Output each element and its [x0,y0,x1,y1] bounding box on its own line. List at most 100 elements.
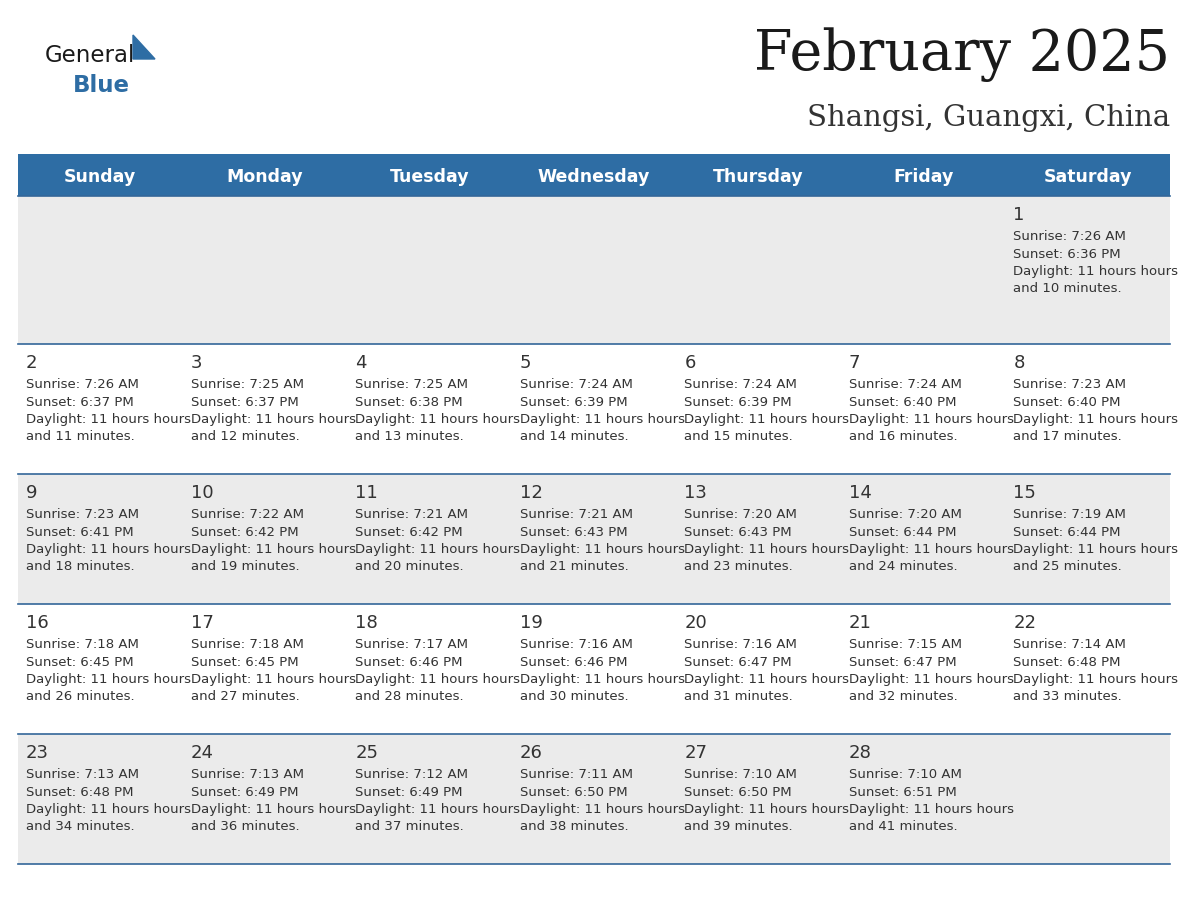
Text: Sunrise: 7:21 AM: Sunrise: 7:21 AM [519,508,633,521]
Text: 16: 16 [26,614,49,632]
Text: Sunset: 6:47 PM: Sunset: 6:47 PM [849,655,956,668]
Text: Sunrise: 7:16 AM: Sunrise: 7:16 AM [684,638,797,651]
Text: Daylight: 11 hours hours: Daylight: 11 hours hours [26,413,191,426]
Text: Sunrise: 7:23 AM: Sunrise: 7:23 AM [1013,378,1126,391]
Text: and 34 minutes.: and 34 minutes. [26,821,134,834]
Text: Sunset: 6:42 PM: Sunset: 6:42 PM [190,525,298,539]
Text: Daylight: 11 hours hours: Daylight: 11 hours hours [190,803,355,816]
Text: Sunset: 6:49 PM: Sunset: 6:49 PM [190,786,298,799]
Text: and 20 minutes.: and 20 minutes. [355,561,463,574]
Text: Sunset: 6:41 PM: Sunset: 6:41 PM [26,525,133,539]
Text: Sunset: 6:39 PM: Sunset: 6:39 PM [519,396,627,409]
Text: and 13 minutes.: and 13 minutes. [355,431,463,443]
Text: Daylight: 11 hours hours: Daylight: 11 hours hours [684,543,849,556]
Text: 4: 4 [355,354,367,372]
Text: Sunrise: 7:25 AM: Sunrise: 7:25 AM [190,378,304,391]
Text: Sunset: 6:43 PM: Sunset: 6:43 PM [519,525,627,539]
Text: Sunrise: 7:13 AM: Sunrise: 7:13 AM [190,768,304,781]
Text: Sunrise: 7:20 AM: Sunrise: 7:20 AM [684,508,797,521]
Text: Daylight: 11 hours hours: Daylight: 11 hours hours [26,803,191,816]
Text: Friday: Friday [893,168,953,186]
Text: Daylight: 11 hours hours: Daylight: 11 hours hours [26,543,191,556]
Text: Daylight: 11 hours hours: Daylight: 11 hours hours [355,413,520,426]
Bar [18,154,1170,158]
Text: Sunset: 6:48 PM: Sunset: 6:48 PM [1013,655,1121,668]
Text: Sunset: 6:43 PM: Sunset: 6:43 PM [684,525,792,539]
Text: Sunset: 6:48 PM: Sunset: 6:48 PM [26,786,133,799]
Text: 28: 28 [849,744,872,762]
Text: Daylight: 11 hours hours: Daylight: 11 hours hours [684,673,849,686]
Text: Sunset: 6:50 PM: Sunset: 6:50 PM [519,786,627,799]
Text: Sunset: 6:51 PM: Sunset: 6:51 PM [849,786,956,799]
Text: Daylight: 11 hours hours: Daylight: 11 hours hours [849,673,1013,686]
Text: Sunrise: 7:19 AM: Sunrise: 7:19 AM [1013,508,1126,521]
Text: and 15 minutes.: and 15 minutes. [684,431,794,443]
Text: Sunset: 6:42 PM: Sunset: 6:42 PM [355,525,463,539]
Text: Daylight: 11 hours hours: Daylight: 11 hours hours [190,673,355,686]
Text: and 30 minutes.: and 30 minutes. [519,690,628,703]
Text: Daylight: 11 hours hours: Daylight: 11 hours hours [190,543,355,556]
Text: and 11 minutes.: and 11 minutes. [26,431,134,443]
Text: Daylight: 11 hours hours: Daylight: 11 hours hours [26,673,191,686]
Text: and 37 minutes.: and 37 minutes. [355,821,463,834]
Text: Sunrise: 7:24 AM: Sunrise: 7:24 AM [519,378,632,391]
Text: and 32 minutes.: and 32 minutes. [849,690,958,703]
Text: Sunset: 6:44 PM: Sunset: 6:44 PM [849,525,956,539]
Text: and 23 minutes.: and 23 minutes. [684,561,794,574]
Text: Shangsi, Guangxi, China: Shangsi, Guangxi, China [807,104,1170,132]
Text: 2: 2 [26,354,38,372]
Text: Sunrise: 7:24 AM: Sunrise: 7:24 AM [849,378,962,391]
Text: February 2025: February 2025 [754,28,1170,83]
Text: and 25 minutes.: and 25 minutes. [1013,561,1123,574]
Text: Sunset: 6:38 PM: Sunset: 6:38 PM [355,396,463,409]
Text: 15: 15 [1013,484,1036,502]
Text: Sunrise: 7:20 AM: Sunrise: 7:20 AM [849,508,962,521]
Text: 17: 17 [190,614,214,632]
Text: Blue: Blue [72,73,129,96]
Text: and 19 minutes.: and 19 minutes. [190,561,299,574]
Text: Sunrise: 7:18 AM: Sunrise: 7:18 AM [190,638,303,651]
Text: Wednesday: Wednesday [538,168,650,186]
Text: 6: 6 [684,354,696,372]
Text: 13: 13 [684,484,707,502]
Text: 10: 10 [190,484,213,502]
Text: Daylight: 11 hours hours: Daylight: 11 hours hours [355,543,520,556]
Text: Monday: Monday [227,168,303,186]
Text: Sunrise: 7:23 AM: Sunrise: 7:23 AM [26,508,139,521]
Text: Daylight: 11 hours hours: Daylight: 11 hours hours [849,803,1013,816]
Text: Sunrise: 7:26 AM: Sunrise: 7:26 AM [26,378,139,391]
Text: Sunrise: 7:10 AM: Sunrise: 7:10 AM [849,768,962,781]
Text: Sunrise: 7:11 AM: Sunrise: 7:11 AM [519,768,633,781]
Text: Daylight: 11 hours hours: Daylight: 11 hours hours [190,413,355,426]
Text: Daylight: 11 hours hours: Daylight: 11 hours hours [1013,265,1178,278]
Text: Sunrise: 7:17 AM: Sunrise: 7:17 AM [355,638,468,651]
Text: Sunset: 6:46 PM: Sunset: 6:46 PM [519,655,627,668]
Text: and 27 minutes.: and 27 minutes. [190,690,299,703]
Bar [18,734,1170,864]
Text: Sunset: 6:44 PM: Sunset: 6:44 PM [1013,525,1121,539]
Text: Sunrise: 7:16 AM: Sunrise: 7:16 AM [519,638,632,651]
Text: and 21 minutes.: and 21 minutes. [519,561,628,574]
Text: 1: 1 [1013,206,1025,224]
Text: Daylight: 11 hours hours: Daylight: 11 hours hours [1013,673,1178,686]
Text: Sunrise: 7:26 AM: Sunrise: 7:26 AM [1013,230,1126,243]
Polygon shape [133,35,154,59]
Bar [18,158,1170,196]
Text: 18: 18 [355,614,378,632]
Text: 8: 8 [1013,354,1025,372]
Text: and 18 minutes.: and 18 minutes. [26,561,134,574]
Text: 11: 11 [355,484,378,502]
Text: 25: 25 [355,744,378,762]
Text: Tuesday: Tuesday [390,168,469,186]
Text: Sunset: 6:40 PM: Sunset: 6:40 PM [1013,396,1121,409]
Text: Sunrise: 7:12 AM: Sunrise: 7:12 AM [355,768,468,781]
Text: Sunset: 6:45 PM: Sunset: 6:45 PM [26,655,133,668]
Text: 26: 26 [519,744,543,762]
Text: and 24 minutes.: and 24 minutes. [849,561,958,574]
Text: Sunrise: 7:13 AM: Sunrise: 7:13 AM [26,768,139,781]
Bar [18,604,1170,734]
Bar [18,344,1170,474]
Text: Daylight: 11 hours hours: Daylight: 11 hours hours [519,803,684,816]
Text: 19: 19 [519,614,543,632]
Text: Daylight: 11 hours hours: Daylight: 11 hours hours [355,803,520,816]
